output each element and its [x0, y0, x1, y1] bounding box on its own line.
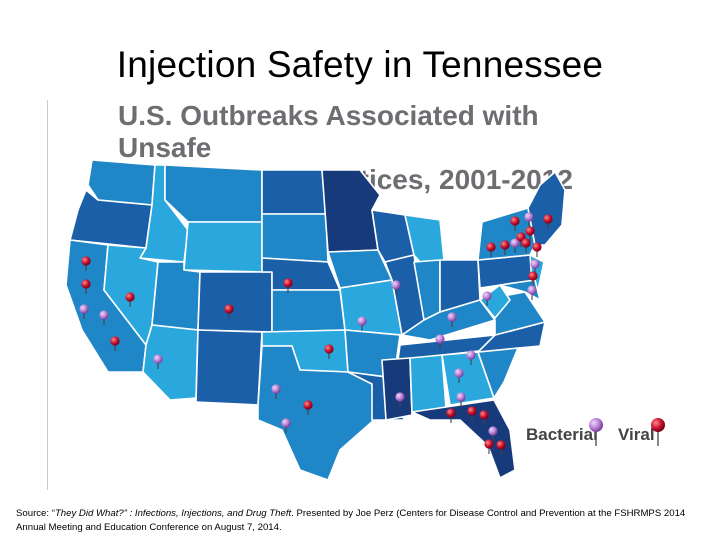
legend-bacterial-pin-icon: [589, 418, 603, 446]
state-mississippi: [381, 357, 413, 421]
legend-bacterial-label: Bacterial: [526, 425, 598, 444]
state-utah: [151, 261, 201, 331]
figure-left-border: [47, 100, 48, 490]
viral-outbreak-pin: [543, 214, 553, 229]
state-kansas: [271, 289, 346, 333]
source-citation: Source: “They Did What?” : Infections, I…: [16, 507, 716, 535]
state-florida: [411, 399, 516, 479]
bacterial-outbreak-pin: [524, 212, 534, 227]
viral-outbreak-pin: [125, 292, 135, 307]
state-west-virginia: [479, 284, 511, 319]
bacterial-outbreak-pin: [454, 368, 464, 383]
state-texas: [257, 345, 375, 481]
slide-title: Injection Safety in Tennessee: [116, 44, 604, 85]
viral-outbreak-pin: [500, 240, 510, 255]
bacterial-outbreak-pin: [357, 316, 367, 331]
bacterial-outbreak-pin: [391, 280, 401, 295]
state-nebraska: [261, 257, 341, 291]
state-wyoming: [183, 221, 263, 273]
viral-outbreak-pin: [484, 439, 494, 454]
bacterial-outbreak-pin: [395, 392, 405, 407]
viral-outbreak-pin: [81, 256, 91, 271]
viral-outbreak-pin: [324, 344, 334, 359]
bacterial-outbreak-pin: [527, 285, 537, 300]
state-minnesota: [321, 169, 381, 253]
bacterial-outbreak-pin: [482, 291, 492, 306]
legend-viral-pin-icon: [651, 418, 665, 446]
bacterial-outbreak-pin: [281, 418, 291, 433]
bacterial-outbreak-pin: [153, 354, 163, 369]
state-north-dakota: [261, 169, 327, 215]
viral-outbreak-pin: [510, 216, 520, 231]
viral-outbreak-pin: [81, 279, 91, 294]
viral-outbreak-pin: [479, 410, 489, 425]
viral-outbreak-pin: [283, 278, 293, 293]
state-montana: [164, 164, 263, 223]
viral-outbreak-pin: [446, 408, 456, 423]
state-new-mexico: [195, 329, 263, 406]
bacterial-outbreak-pin: [510, 238, 520, 253]
viral-outbreak-pin: [110, 336, 120, 351]
viral-outbreak-pin: [528, 271, 538, 286]
bacterial-outbreak-pin: [79, 304, 89, 319]
state-arizona: [142, 324, 199, 401]
state-alabama: [409, 354, 447, 413]
map-title-line-1: U.S. Outbreaks Associated with Unsafe: [118, 100, 539, 163]
state-south-dakota: [261, 213, 329, 263]
viral-outbreak-pin: [521, 238, 531, 253]
viral-outbreak-pin: [224, 304, 234, 319]
viral-outbreak-pin: [486, 242, 496, 257]
map-legend: Bacterial Viral: [526, 418, 665, 446]
viral-outbreak-pin: [525, 226, 535, 241]
viral-outbreak-pin: [303, 400, 313, 415]
source-italic-title: They Did What?” : Infections, Injections…: [54, 508, 292, 519]
bacterial-outbreak-pin: [447, 312, 457, 327]
source-prefix: Source: “: [16, 508, 55, 519]
bacterial-outbreak-pin: [99, 310, 109, 325]
viral-outbreak-pin: [532, 242, 542, 257]
bacterial-outbreak-pin: [271, 384, 281, 399]
legend-viral-label: Viral: [618, 425, 655, 444]
state-maryland-delaware: [499, 279, 541, 301]
bacterial-outbreak-pin: [488, 426, 498, 441]
bacterial-outbreak-pin: [466, 350, 476, 365]
state-colorado: [197, 271, 273, 333]
state-washington: [87, 159, 156, 206]
outbreak-pins: [79, 212, 553, 455]
bacterial-outbreak-pin: [435, 334, 445, 349]
viral-outbreak-pin: [467, 406, 477, 421]
state-new-england: [527, 171, 566, 246]
viral-outbreak-pin: [496, 440, 506, 455]
source-rest: . Presented by Joe Perz (Centers for Dis…: [16, 508, 686, 533]
bacterial-outbreak-pin: [456, 392, 466, 407]
